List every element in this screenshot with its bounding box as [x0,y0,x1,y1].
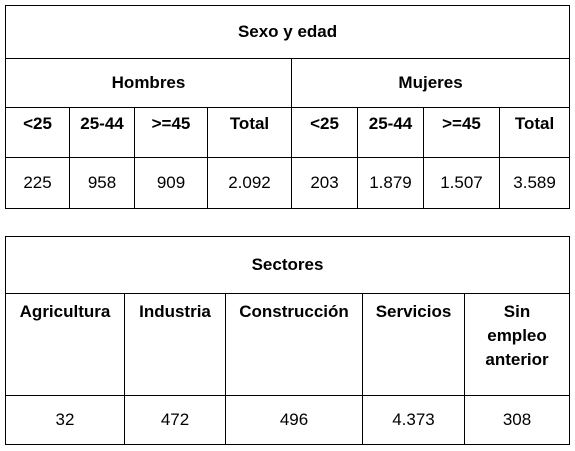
industria-value: 472 [124,395,226,445]
sexo-edad-values-row: 225 958 909 2.092 203 1.879 1.507 3.589 [5,157,571,209]
sexo-edad-table: Sexo y edad Hombres Mujeres <25 25-44 >=… [4,5,571,209]
agricultura-value: 32 [5,395,125,445]
sin-empleo-anterior-header: Sin empleo anterior [463,293,571,396]
construccion-header: Construcción [225,293,363,396]
servicios-value: 4.373 [362,395,465,445]
agricultura-header: Agricultura [5,293,125,396]
industria-header: Industria [124,293,226,396]
hombres-total-value: 2.092 [207,157,292,209]
sin-empleo-line-1: Sin [503,302,531,321]
mujeres-under-25-value: 203 [291,157,358,209]
sexo-edad-title: Sexo y edad [4,5,571,59]
mujeres-total-header: Total [498,107,571,158]
hombres-45-plus-value: 909 [134,157,208,209]
sin-empleo-line-3: anterior [485,350,549,369]
hombres-25-44-value: 958 [69,157,135,209]
hombres-under-25-value: 225 [5,157,70,209]
hombres-age-25-44-header: 25-44 [69,107,135,158]
sin-empleo-line-2: empleo [487,326,547,345]
hombres-total-header: Total [207,107,292,158]
sectores-table: Sectores Agricultura Industria Construcc… [4,236,571,445]
mujeres-total-value: 3.589 [498,157,571,209]
hombres-header: Hombres [5,58,292,108]
mujeres-age-under-25-header: <25 [291,107,358,158]
mujeres-45-plus-value: 1.507 [423,157,500,209]
mujeres-header: Mujeres [290,58,571,108]
hombres-age-under-25-header: <25 [5,107,70,158]
hombres-age-45-plus-header: >=45 [134,107,208,158]
mujeres-age-25-44-header: 25-44 [357,107,424,158]
sectores-title: Sectores [4,236,571,294]
mujeres-age-45-plus-header: >=45 [423,107,500,158]
construccion-value: 496 [225,395,363,445]
servicios-header: Servicios [362,293,465,396]
sectores-values-row: 32 472 496 4.373 308 [5,395,571,445]
sin-empleo-anterior-value: 308 [463,395,571,445]
mujeres-25-44-value: 1.879 [357,157,424,209]
